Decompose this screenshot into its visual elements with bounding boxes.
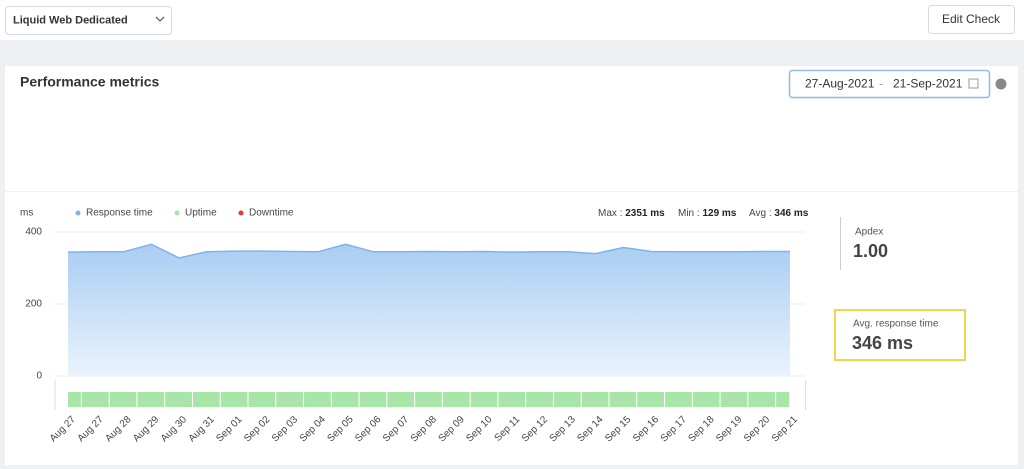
stat: Min : 129 ms <box>678 208 737 219</box>
panel-title: Performance metrics <box>20 74 160 90</box>
area <box>68 244 790 376</box>
edit-button[interactable] <box>928 5 1015 34</box>
legend-dot <box>75 210 81 216</box>
date-range[interactable] <box>788 69 991 99</box>
uptime-segment <box>192 392 220 407</box>
uptime-segment <box>498 392 526 407</box>
stat: Avg : 346 ms <box>749 208 809 219</box>
uptime-segment <box>776 392 789 407</box>
uptime-segment <box>220 392 248 407</box>
legend-label: Response time <box>86 208 153 219</box>
uptime-segment <box>165 392 192 407</box>
uptime-segment <box>720 392 748 407</box>
uptime-segment <box>581 392 609 407</box>
uptime-segment <box>692 392 720 407</box>
uptime-segment <box>109 392 137 407</box>
calendar-icon <box>968 78 979 89</box>
info-icon[interactable] <box>995 78 1007 90</box>
uptime-segment <box>415 392 442 407</box>
y-axis-label: ms <box>20 208 33 219</box>
legend-label: Uptime <box>185 208 217 219</box>
uptime-segment <box>304 392 331 407</box>
y-tick-label: 0 <box>36 371 42 382</box>
avg-label: Avg. response time <box>853 319 939 330</box>
stat-value: 346 ms <box>774 208 808 219</box>
select-box[interactable] <box>5 6 172 35</box>
stat-value: 2351 ms <box>625 208 665 219</box>
y-tick-label: 200 <box>25 299 42 310</box>
uptime-segment <box>331 392 359 407</box>
legend-label: Downtime <box>249 208 294 219</box>
date-to: 21-Sep-2021 <box>893 77 963 91</box>
uptime-segment <box>609 392 637 407</box>
uptime-segment <box>387 392 415 407</box>
avg-box <box>834 309 966 361</box>
avg-value: 346 ms <box>852 333 913 353</box>
date-from: 27-Aug-2021 <box>805 77 875 91</box>
apdex-value: 1.00 <box>853 241 888 261</box>
line <box>67 243 790 259</box>
stat-label: Min : <box>678 208 700 219</box>
stat-value: 129 ms <box>702 208 736 219</box>
uptime-segment <box>637 392 665 407</box>
uptime-segment <box>276 392 304 407</box>
stat-label: Max : <box>598 208 622 219</box>
y-tick-label: 400 <box>25 227 42 238</box>
uptime-segment <box>748 392 776 407</box>
uptime-segment <box>665 392 692 407</box>
uptime-segment <box>359 392 387 407</box>
uptime-segment <box>68 392 81 407</box>
select-text: Liquid Web Dedicated <box>13 14 128 26</box>
apdex-label: Apdex <box>855 227 883 238</box>
uptime-segment <box>248 392 276 407</box>
stat: Max : 2351 ms <box>598 208 665 219</box>
chevron <box>155 16 165 22</box>
legend-dot <box>238 210 244 216</box>
uptime-segment <box>442 392 470 407</box>
legend-dot <box>174 210 180 216</box>
uptime-segment <box>553 392 581 407</box>
button-text: Edit Check <box>942 12 1001 26</box>
uptime-segment <box>526 392 553 407</box>
uptime-segment <box>137 392 165 407</box>
stat-label: Avg : <box>749 208 772 219</box>
uptime-segment <box>81 392 109 407</box>
uptime-segment <box>470 392 498 407</box>
date-separator: - <box>879 77 883 91</box>
